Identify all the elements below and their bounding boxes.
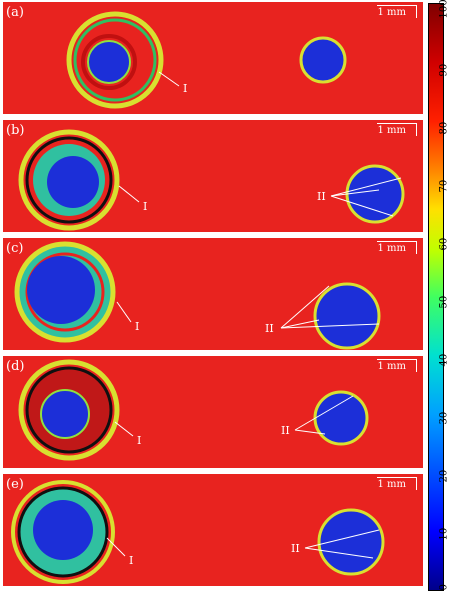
- annotation-line: [158, 71, 180, 87]
- annotation-line: [304, 547, 374, 559]
- panel-d: I II (d) 1 mm: [3, 356, 423, 468]
- crater-small: [317, 508, 385, 576]
- annotation-line: [330, 177, 402, 197]
- crater-core: [87, 40, 131, 84]
- colorbar-tick: 50: [438, 295, 450, 309]
- crater-outer-ring: [18, 129, 120, 231]
- panel-label: (b): [6, 123, 25, 138]
- annotation-line: [330, 189, 380, 197]
- annotation-line: [294, 395, 354, 431]
- annotation-line: [118, 185, 140, 203]
- panel-a: I (a) 1 mm: [3, 2, 423, 114]
- panel-label: (c): [6, 241, 24, 256]
- crater-dark-ring: [25, 136, 113, 224]
- annotation-I: I: [135, 320, 139, 333]
- colorbar-tick: 20: [438, 469, 450, 483]
- annotation-line: [280, 285, 330, 329]
- crater-small: [345, 164, 405, 224]
- colorbar: [428, 3, 444, 591]
- annotation-line: [294, 429, 326, 435]
- colorbar-tick: 90: [438, 63, 450, 77]
- annotation-line: [114, 421, 134, 437]
- annotation-I: I: [183, 82, 187, 95]
- scale-bar: 1 mm: [377, 359, 417, 372]
- colorbar-tick: 30: [438, 411, 450, 425]
- panel-c-image: I II: [14, 241, 381, 350]
- panel-label: (a): [6, 5, 24, 20]
- annotation-line: [280, 319, 320, 329]
- scale-bar: 1 mm: [377, 241, 417, 254]
- crater-outer-ring: [11, 480, 115, 584]
- crater-core: [40, 389, 90, 439]
- colorbar-tick: 100: [438, 0, 450, 19]
- annotation-II: II: [317, 190, 326, 203]
- scale-bar: 1 mm: [377, 477, 417, 490]
- crater-outer-ring: [18, 359, 120, 461]
- panel-a-image: I: [66, 11, 347, 109]
- colorbar-tick: 40: [438, 353, 450, 367]
- colorbar-tick: 80: [438, 121, 450, 135]
- colorbar-tick: 70: [438, 179, 450, 193]
- annotation-I: I: [129, 554, 133, 567]
- crater-small: [299, 36, 347, 84]
- colorbar-tick: 10: [438, 527, 450, 541]
- colorbar-ticks: 100 90 80 70 60 50 40 30 20 10 0: [439, 0, 474, 591]
- panel-b-image: I II: [18, 129, 405, 231]
- panel-e: I II (e) 1 mm: [3, 474, 423, 586]
- annotation-line: [116, 301, 132, 323]
- annotation-II: II: [281, 424, 290, 437]
- crater-core: [27, 256, 95, 324]
- annotation-I: I: [137, 434, 141, 447]
- annotation-line: [330, 195, 394, 217]
- panel-label: (e): [6, 477, 24, 492]
- panel-e-image: I II: [11, 480, 385, 584]
- crater-outer-ring: [66, 11, 164, 109]
- scale-bar: 1 mm: [377, 5, 417, 18]
- crater-inner-ring: [81, 34, 137, 90]
- panel-d-image: I II: [18, 359, 369, 461]
- annotation-I: I: [143, 200, 147, 213]
- colorbar-tick: 60: [438, 237, 450, 251]
- panel-b: I II (b) 1 mm: [3, 120, 423, 232]
- annotation-line: [304, 529, 380, 549]
- panel-c: I II (c) 1 mm: [3, 238, 423, 350]
- annotation-II: II: [291, 542, 300, 555]
- crater-small: [313, 282, 381, 350]
- crater-mid-ring: [25, 252, 105, 332]
- crater-small: [313, 390, 369, 446]
- annotation-line: [106, 537, 126, 557]
- panel-label: (d): [6, 359, 25, 374]
- colorbar-tick: 0: [438, 584, 450, 591]
- crater-core: [47, 156, 99, 208]
- annotation-II: II: [265, 322, 274, 335]
- annotation-line: [280, 323, 380, 329]
- crater-core: [33, 500, 93, 560]
- scale-bar: 1 mm: [377, 123, 417, 136]
